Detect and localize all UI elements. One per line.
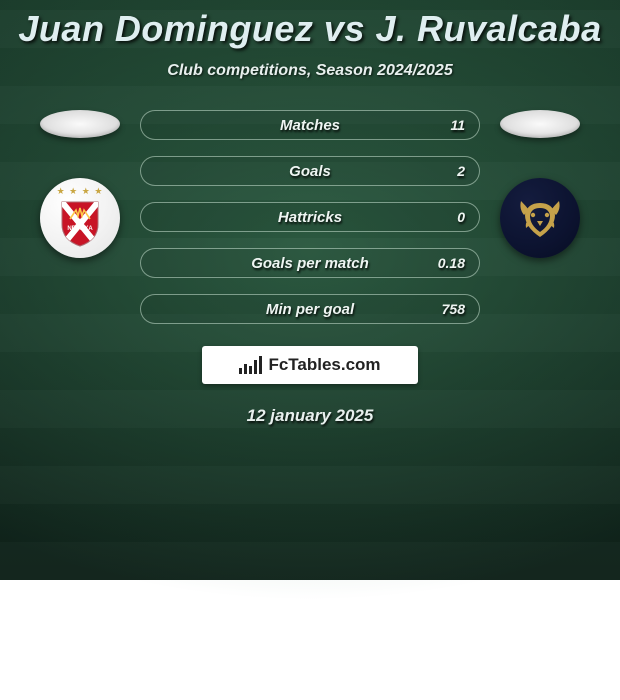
club-left-badge: ★ ★ ★ ★ NECAXA bbox=[40, 178, 120, 258]
stat-row: Goals per match 0.18 bbox=[140, 248, 480, 278]
necaxa-crest-icon: NECAXA bbox=[60, 200, 100, 248]
comparison-panel: ★ ★ ★ ★ NECAXA Matches 11 Goals bbox=[0, 110, 620, 324]
club-left-stars: ★ ★ ★ ★ bbox=[40, 186, 120, 197]
player-right-column bbox=[480, 110, 600, 258]
stats-list: Matches 11 Goals 2 Hattricks 0 Goals per… bbox=[140, 110, 480, 324]
stat-row: Hattricks 0 bbox=[140, 202, 480, 232]
stat-label: Min per goal bbox=[266, 301, 354, 318]
stat-row: Goals 2 bbox=[140, 156, 480, 186]
stat-row: Matches 11 bbox=[140, 110, 480, 140]
stat-label: Goals per match bbox=[251, 255, 369, 272]
player-left-avatar bbox=[40, 110, 120, 138]
stat-right-value: 2 bbox=[457, 157, 465, 185]
stat-right-value: 0 bbox=[457, 203, 465, 231]
stat-label: Hattricks bbox=[278, 209, 342, 226]
stat-row: Min per goal 758 bbox=[140, 294, 480, 324]
page-subtitle: Club competitions, Season 2024/2025 bbox=[0, 62, 620, 80]
snapshot-date: 12 january 2025 bbox=[0, 406, 620, 426]
svg-text:NECAXA: NECAXA bbox=[67, 226, 93, 232]
page-title: Juan Dominguez vs J. Ruvalcaba bbox=[0, 8, 620, 50]
content: Juan Dominguez vs J. Ruvalcaba Club comp… bbox=[0, 0, 620, 426]
stat-right-value: 11 bbox=[450, 111, 465, 139]
club-right-badge bbox=[500, 178, 580, 258]
player-left-column: ★ ★ ★ ★ NECAXA bbox=[20, 110, 140, 258]
brand-text: FcTables.com bbox=[268, 355, 380, 375]
stat-label: Goals bbox=[289, 163, 331, 180]
stat-label: Matches bbox=[280, 117, 340, 134]
stat-right-value: 758 bbox=[442, 295, 465, 323]
brand-chart-icon bbox=[239, 356, 262, 374]
stat-right-value: 0.18 bbox=[438, 249, 465, 277]
pumas-crest-icon bbox=[515, 193, 565, 243]
player-right-avatar bbox=[500, 110, 580, 138]
brand-badge: FcTables.com bbox=[202, 346, 418, 384]
